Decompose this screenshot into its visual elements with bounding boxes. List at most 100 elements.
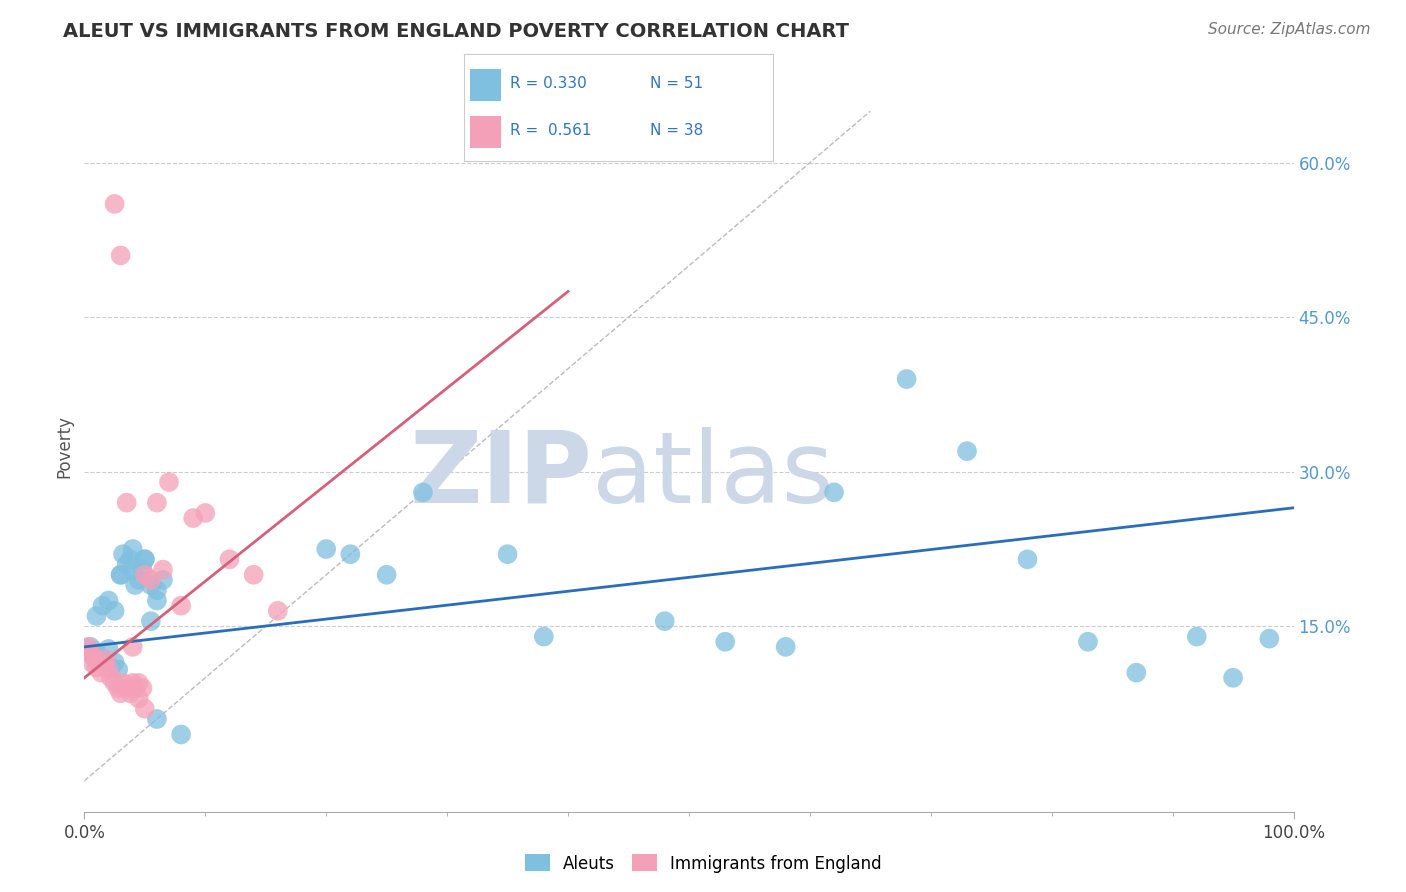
Point [152, 563, 174, 577]
Point [104, 676, 127, 690]
Point [146, 496, 169, 510]
Point [194, 506, 217, 520]
Point [94, 652, 117, 666]
Point [104, 604, 127, 618]
Point [91, 652, 114, 666]
Point [714, 634, 737, 648]
Point [115, 558, 138, 572]
Point [128, 676, 150, 690]
Point [110, 567, 132, 582]
Point [107, 681, 129, 695]
Point [112, 676, 135, 690]
Point [146, 712, 169, 726]
Point [170, 599, 193, 613]
Text: R =  0.561: R = 0.561 [510, 123, 592, 138]
Point [90, 665, 112, 680]
Point [124, 681, 146, 695]
Point [121, 640, 143, 654]
Point [315, 541, 337, 556]
Point [896, 372, 918, 386]
Point [412, 485, 434, 500]
Point [128, 573, 150, 587]
Text: ALEUT VS IMMIGRANTS FROM ENGLAND POVERTY CORRELATION CHART: ALEUT VS IMMIGRANTS FROM ENGLAND POVERTY… [63, 22, 849, 41]
Text: atlas: atlas [592, 426, 834, 524]
Point [146, 593, 169, 607]
Point [93, 658, 115, 673]
Point [115, 496, 138, 510]
Point [1222, 671, 1244, 685]
Point [86, 609, 108, 624]
Point [1185, 630, 1208, 644]
FancyBboxPatch shape [470, 116, 501, 148]
Point [1017, 552, 1039, 566]
Point [112, 547, 135, 561]
Text: R = 0.330: R = 0.330 [510, 76, 588, 91]
Point [110, 567, 132, 582]
Point [110, 686, 132, 700]
Point [496, 547, 519, 561]
Point [139, 573, 162, 587]
Point [100, 671, 122, 685]
Point [533, 630, 555, 644]
Point [157, 475, 180, 489]
Point [134, 567, 156, 582]
Point [654, 614, 676, 628]
Point [83, 650, 105, 665]
Point [121, 563, 143, 577]
Point [100, 660, 122, 674]
Point [83, 650, 105, 665]
Legend: Aleuts, Immigrants from England: Aleuts, Immigrants from England [517, 847, 889, 880]
Point [97, 642, 120, 657]
Point [339, 547, 361, 561]
Point [110, 248, 132, 262]
Point [134, 552, 156, 566]
Point [375, 567, 398, 582]
Point [77, 640, 100, 654]
Point [823, 485, 845, 500]
Point [218, 552, 240, 566]
Point [1258, 632, 1281, 646]
Point [146, 583, 169, 598]
Point [170, 727, 193, 741]
Point [121, 676, 143, 690]
Point [131, 563, 153, 577]
Point [152, 573, 174, 587]
Point [128, 691, 150, 706]
FancyBboxPatch shape [470, 69, 501, 101]
Point [120, 686, 142, 700]
Point [80, 656, 103, 670]
Point [120, 552, 142, 566]
Point [134, 552, 156, 566]
Point [956, 444, 979, 458]
Point [94, 658, 117, 673]
Point [87, 656, 110, 670]
Text: N = 38: N = 38 [650, 123, 703, 138]
Point [775, 640, 797, 654]
Point [124, 578, 146, 592]
Point [97, 663, 120, 677]
Point [121, 541, 143, 556]
Point [86, 660, 108, 674]
Point [267, 604, 290, 618]
Y-axis label: Poverty: Poverty [55, 415, 73, 477]
Text: N = 51: N = 51 [650, 76, 703, 91]
Point [97, 593, 120, 607]
Point [91, 599, 114, 613]
Point [79, 640, 101, 654]
Point [134, 702, 156, 716]
Point [115, 681, 138, 695]
Text: Source: ZipAtlas.com: Source: ZipAtlas.com [1208, 22, 1371, 37]
Point [131, 681, 153, 695]
Point [86, 645, 108, 659]
Text: ZIP: ZIP [409, 426, 592, 524]
Point [139, 614, 162, 628]
Point [79, 645, 101, 659]
Point [1077, 634, 1099, 648]
Point [87, 656, 110, 670]
Point [181, 511, 204, 525]
Point [139, 578, 162, 592]
Point [104, 197, 127, 211]
Point [242, 567, 264, 582]
Point [104, 656, 127, 670]
Point [107, 663, 129, 677]
